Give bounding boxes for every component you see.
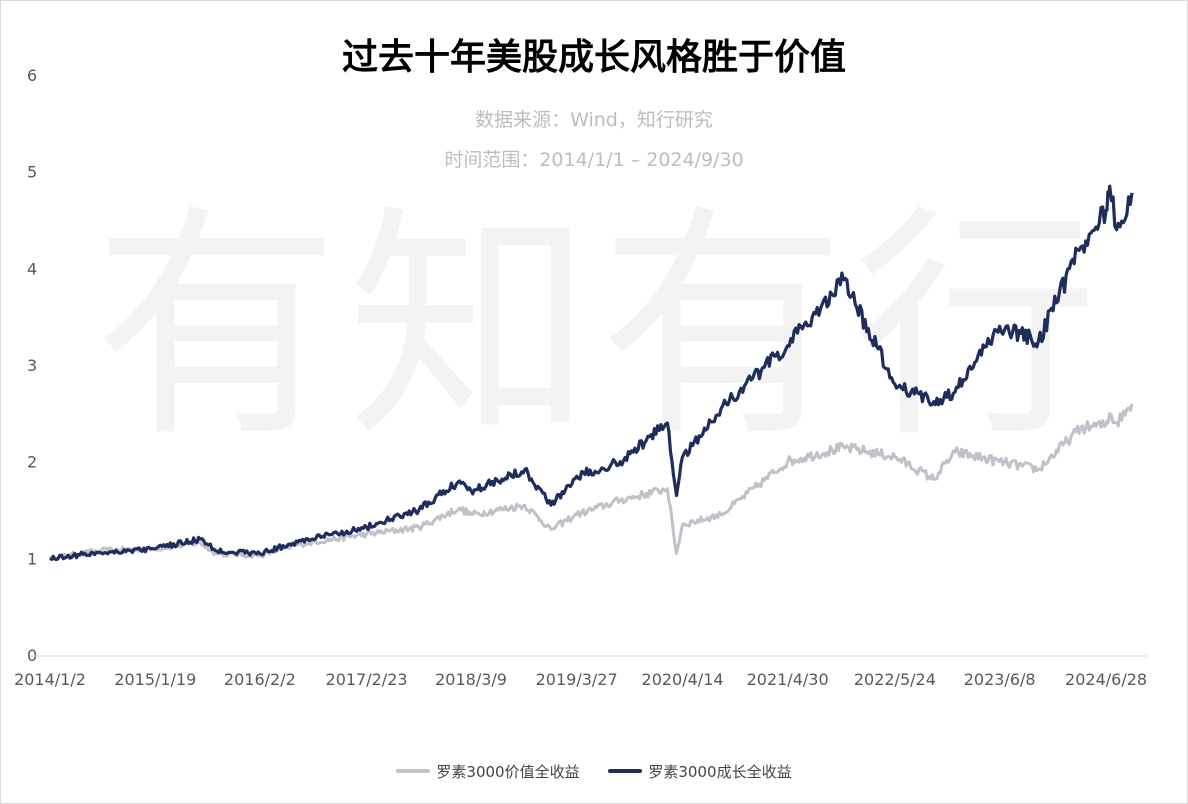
legend-label-growth: 罗素3000成长全收益 bbox=[648, 762, 792, 781]
chart-subtitle-source: 数据来源：Wind，知行研究 bbox=[475, 109, 713, 131]
legend-label-value: 罗素3000价值全收益 bbox=[436, 762, 580, 781]
legend-swatch-growth bbox=[608, 769, 643, 773]
x-tick-label: 2023/6/8 bbox=[964, 670, 1036, 689]
y-tick-label: 5 bbox=[27, 163, 37, 182]
x-tick-label: 2015/1/19 bbox=[114, 670, 196, 689]
y-tick-label: 6 bbox=[27, 66, 37, 85]
y-tick-label: 1 bbox=[27, 549, 37, 568]
x-tick-label: 2020/4/14 bbox=[642, 670, 724, 689]
y-tick-label: 4 bbox=[27, 259, 37, 278]
x-tick-label: 2016/2/2 bbox=[224, 670, 296, 689]
legend-item-value: 罗素3000价值全收益 bbox=[396, 761, 580, 782]
x-tick-label: 2018/3/9 bbox=[435, 670, 507, 689]
x-tick-label: 2019/3/27 bbox=[536, 670, 618, 689]
x-tick-label: 2024/6/28 bbox=[1065, 670, 1147, 689]
x-tick-label: 2022/5/24 bbox=[854, 670, 936, 689]
legend: 罗素3000价值全收益 罗素3000成长全收益 bbox=[0, 759, 1188, 782]
chart-subtitle-range: 时间范围：2014/1/1 – 2024/9/30 bbox=[444, 149, 744, 171]
y-tick-label: 2 bbox=[27, 453, 37, 472]
chart-title: 过去十年美股成长风格胜于价值 bbox=[341, 37, 846, 78]
series-line-growth bbox=[49, 184, 1134, 562]
x-tick-label: 2021/4/30 bbox=[747, 670, 829, 689]
legend-item-growth: 罗素3000成长全收益 bbox=[608, 761, 792, 782]
series-line-value bbox=[48, 403, 1134, 562]
legend-swatch-value bbox=[396, 769, 431, 773]
x-tick-label: 2017/2/23 bbox=[326, 670, 408, 689]
y-tick-label: 3 bbox=[27, 356, 37, 375]
watermark: 有知有行 bbox=[60, 205, 1140, 450]
x-tick-label: 2014/1/2 bbox=[14, 670, 86, 689]
